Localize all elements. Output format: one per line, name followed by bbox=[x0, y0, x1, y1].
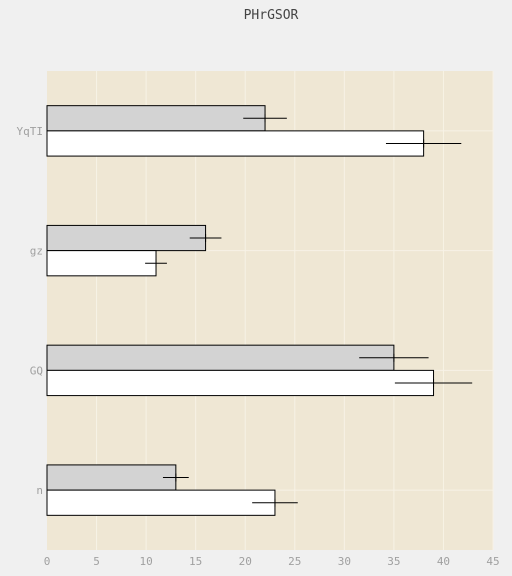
y-tick-label: YqTI bbox=[17, 125, 44, 138]
x-tick-label: 5 bbox=[93, 555, 100, 568]
y-tick-label: GQ bbox=[30, 364, 43, 377]
bar bbox=[46, 105, 266, 132]
y-tick-labels: YqTI gz GQ n bbox=[17, 125, 44, 497]
x-tick-label: 20 bbox=[239, 555, 252, 568]
x-tick-label: 10 bbox=[139, 555, 152, 568]
y-tick-label: gz bbox=[30, 245, 43, 258]
x-tick-labels: 0 5 10 15 20 25 30 35 40 45 bbox=[44, 555, 500, 568]
chart-title: PHrGSOR bbox=[244, 8, 299, 23]
x-tick-label: 15 bbox=[189, 555, 202, 568]
bar bbox=[46, 369, 435, 397]
bars bbox=[46, 105, 435, 516]
x-tick-label: 30 bbox=[338, 555, 351, 568]
bar bbox=[46, 250, 157, 277]
bar bbox=[46, 489, 276, 516]
bar bbox=[46, 344, 395, 371]
y-tick-label: n bbox=[36, 484, 43, 497]
error-bars bbox=[145, 114, 473, 507]
x-tick-label: 0 bbox=[44, 555, 51, 568]
x-tick-label: 40 bbox=[437, 555, 450, 568]
bar bbox=[46, 464, 177, 491]
x-tick-label: 45 bbox=[486, 555, 499, 568]
x-tick-label: 35 bbox=[387, 555, 400, 568]
bar bbox=[46, 130, 425, 157]
x-tick-label: 25 bbox=[288, 555, 301, 568]
bar bbox=[46, 224, 207, 252]
